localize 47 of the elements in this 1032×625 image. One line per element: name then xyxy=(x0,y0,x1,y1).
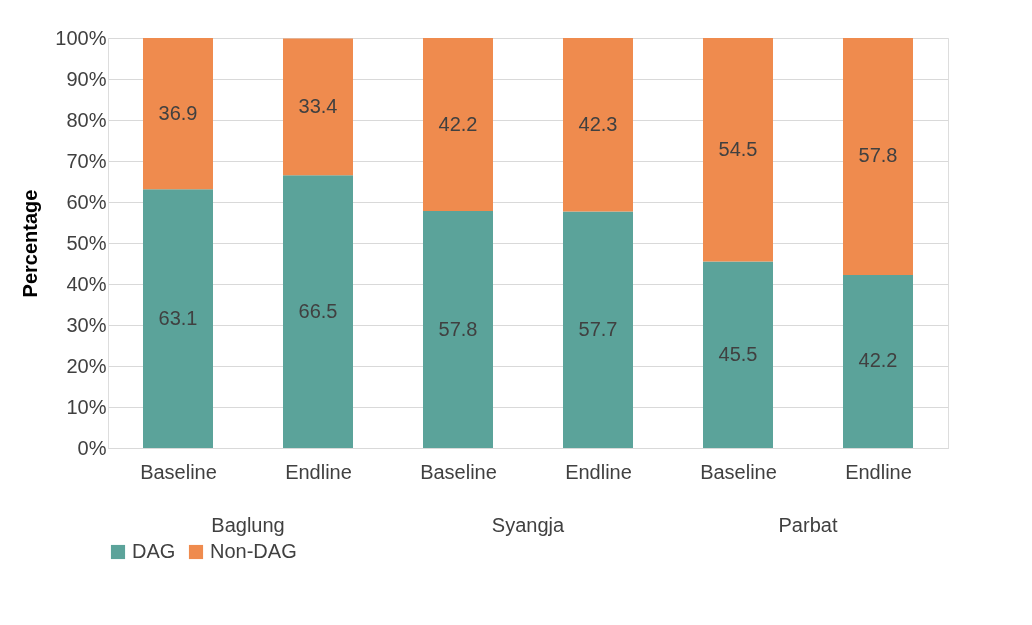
data-label: 36.9 xyxy=(158,101,198,124)
legend-label: DAG xyxy=(132,540,176,562)
bar xyxy=(283,175,353,448)
y-tick-label: 40% xyxy=(66,272,107,295)
text: Syangja xyxy=(491,514,566,536)
y-tick-label: 70% xyxy=(66,149,107,172)
text: Parbat xyxy=(778,514,838,536)
data-label: 57.7 xyxy=(578,317,618,340)
data-label: 42.2 xyxy=(438,112,478,135)
y-axis-title: Percentage xyxy=(19,189,42,298)
data-label: 45.5 xyxy=(718,342,758,365)
y-tick-label: 0% xyxy=(77,436,107,459)
y-tick-label: 30% xyxy=(66,313,107,336)
data-label: 42.2 xyxy=(858,349,898,372)
legend-label: Non-DAG xyxy=(210,540,297,562)
x-tick-label: Endline xyxy=(285,460,352,483)
y-tick-label: 80% xyxy=(66,108,107,131)
x-tick-label: Endline xyxy=(845,460,912,483)
data-label: 33.4 xyxy=(298,94,338,117)
text: Baglung xyxy=(211,514,285,536)
bar xyxy=(423,38,493,212)
y-tick-label: 90% xyxy=(66,67,107,90)
y-tick-label: 10% xyxy=(66,395,107,418)
bar xyxy=(423,211,493,448)
x-tick-label: Baseline xyxy=(700,460,777,483)
bar xyxy=(143,38,213,190)
bar xyxy=(843,38,913,275)
y-tick-label: 20% xyxy=(66,354,107,377)
data-label: 57.8 xyxy=(438,317,478,340)
data-label: 42.3 xyxy=(578,112,618,135)
bar xyxy=(703,261,773,448)
data-label: 63.1 xyxy=(158,306,198,329)
bar xyxy=(563,211,633,448)
bar xyxy=(563,38,633,212)
x-tick-label: Baseline xyxy=(420,460,497,483)
x-tick-label: Endline xyxy=(565,460,632,483)
data-label: 66.5 xyxy=(298,299,338,322)
x-tick-label: Baseline xyxy=(140,460,217,483)
data-label: 54.5 xyxy=(718,137,758,160)
bar xyxy=(843,274,913,448)
data-label: 57.8 xyxy=(858,144,898,167)
y-tick-label: 50% xyxy=(66,231,107,254)
bar xyxy=(703,38,773,262)
bar xyxy=(143,189,213,448)
y-tick-label: 100% xyxy=(55,26,107,49)
bar xyxy=(283,38,353,176)
y-tick-label: 60% xyxy=(66,190,107,213)
